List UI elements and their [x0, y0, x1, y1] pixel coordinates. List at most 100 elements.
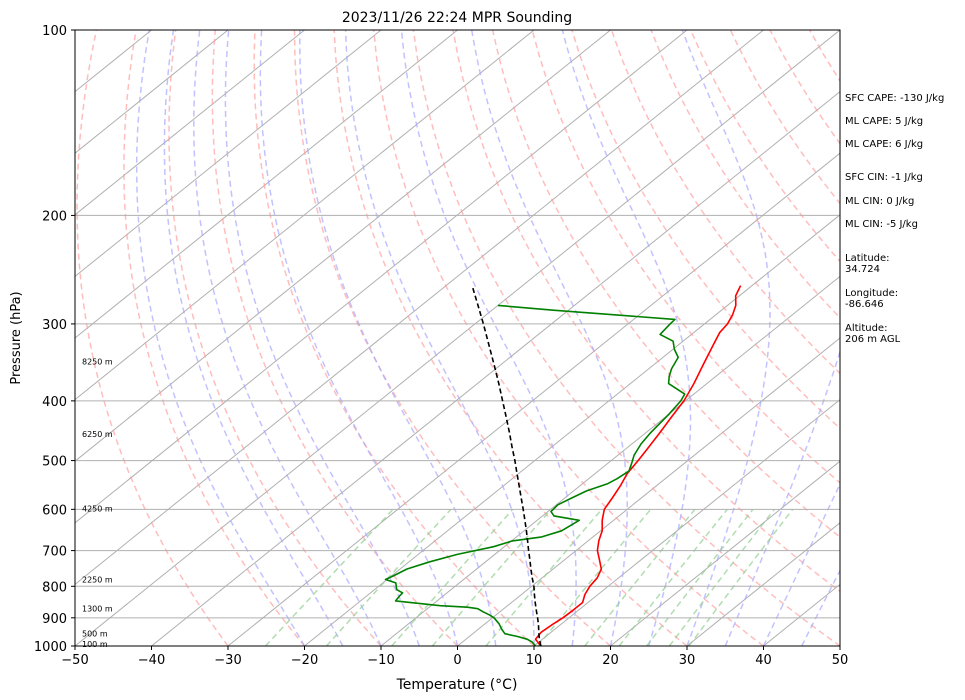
height-label: 100 m [82, 640, 108, 649]
isobar-grid [75, 30, 840, 646]
mixing-ratio-line [391, 508, 514, 646]
dry-adiabat-line [610, 30, 840, 375]
x-tick-label: 50 [832, 653, 849, 668]
isotherm-line [227, 152, 840, 646]
sounding-traces [384, 285, 742, 646]
isotherm-line [75, 30, 458, 339]
moist-adiabat-line [135, 30, 306, 646]
moist-adiabat-line [400, 30, 577, 646]
y-tick-label: 800 [42, 580, 67, 595]
isotherm-line [75, 30, 840, 646]
y-tick-label: 1000 [34, 640, 67, 655]
height-label: 2250 m [82, 576, 113, 585]
height-label: 500 m [82, 630, 108, 639]
isotherm-line [610, 460, 840, 646]
x-tick-label: 30 [679, 653, 696, 668]
x-tick-label: −10 [367, 653, 394, 668]
y-tick-label: 900 [42, 612, 67, 627]
x-tick-label: −40 [138, 653, 165, 668]
moist-adiabat-line [163, 30, 344, 646]
height-label: 6250 m [82, 430, 113, 439]
dry-adiabat-line [412, 30, 840, 646]
sfc-cin-readout: SFC CIN: -1 J/kg [845, 172, 923, 183]
height-label: 8250 m [82, 357, 113, 366]
x-tick-label: 40 [755, 653, 772, 668]
moist-adiabat-line [224, 30, 421, 646]
y-tick-label: 700 [42, 545, 67, 560]
moist-adiabat-line [193, 30, 382, 646]
x-tick-label: 10 [526, 653, 543, 668]
mixing-ratio-line [688, 508, 794, 646]
dry-adiabat-line [690, 30, 840, 263]
sfc-cape-readout: SFC CAPE: -130 J/kg [845, 93, 945, 104]
y-tick-label: 300 [42, 318, 67, 333]
dry-adiabat-line [211, 30, 459, 646]
isotherm-line [75, 30, 305, 216]
mixing-ratio-line [537, 508, 652, 646]
y-axis-ticks: 1000 900 800 700 600 500 400 300 200 100 [34, 24, 75, 655]
mixing-ratio-line [584, 508, 696, 646]
isotherm-line [380, 275, 840, 646]
chart-title: 2023/11/26 22:24 MPR Sounding [342, 10, 572, 26]
isotherm-line [457, 337, 840, 646]
y-axis-label: Pressure (hPa) [9, 291, 24, 384]
dry-adiabat-line [333, 30, 688, 646]
dry-adiabat-line [293, 30, 611, 646]
dry-adiabat-line [123, 30, 306, 646]
isotherm-line [75, 30, 611, 462]
dry-adiabat-line [372, 30, 764, 646]
background-reference-lines [75, 30, 965, 646]
sounding-series-0 [534, 285, 742, 646]
isotherm-line [75, 30, 382, 278]
y-tick-label: 500 [42, 455, 67, 470]
isotherm-line [75, 30, 688, 524]
moist-adiabat-line [561, 30, 692, 646]
ml-cape-readout-2: ML CAPE: 6 J/kg [845, 139, 924, 150]
isotherm-line [75, 30, 764, 586]
isotherm-line [151, 90, 840, 646]
moist-adiabat-line [681, 30, 771, 646]
x-tick-label: −50 [61, 653, 88, 668]
isotherm-line [533, 398, 840, 646]
dry-adiabat-line [168, 30, 382, 646]
y-tick-label: 100 [42, 24, 67, 39]
isotherm-line [75, 30, 229, 154]
moist-adiabat-line [344, 30, 535, 646]
isotherm-line [686, 522, 840, 646]
mixing-ratio-line [431, 508, 552, 646]
ml-cin-readout: ML CIN: 0 J/kg [845, 196, 915, 207]
mixing-ratio-line [485, 508, 603, 646]
sounding-series-2 [471, 285, 542, 646]
height-label: 1300 m [82, 605, 113, 614]
x-axis-label: Temperature (°C) [396, 677, 518, 693]
dry-adiabat-line [253, 30, 535, 646]
x-tick-label: −30 [214, 653, 241, 668]
mixing-ratio-line [668, 508, 775, 646]
isotherm-line [304, 214, 840, 646]
latitude-readout: Latitude: 34.724 [845, 253, 890, 275]
ml-cape-readout: ML CAPE: 5 J/kg [845, 116, 924, 127]
moist-adiabat-line [259, 30, 459, 646]
ml-cin-readout-2: ML CIN: -5 J/kg [845, 219, 918, 230]
y-tick-label: 400 [42, 395, 67, 410]
dry-adiabat-line [650, 30, 840, 319]
y-tick-label: 600 [42, 503, 67, 518]
x-tick-label: 20 [602, 653, 619, 668]
moist-adiabat-line [299, 30, 497, 646]
sounding-series-1 [384, 304, 686, 646]
x-tick-label: 0 [453, 653, 461, 668]
dry-adiabat-line [76, 30, 229, 646]
moist-adiabat-line [724, 30, 840, 646]
x-tick-label: −20 [291, 653, 318, 668]
longitude-readout: Longitude: -86.646 [845, 288, 899, 310]
dry-adiabat-line [571, 30, 840, 430]
x-axis-ticks: −50 −40 −30 −20 −10 0 10 20 30 40 50 [61, 646, 848, 668]
y-tick-label: 200 [42, 209, 67, 224]
dry-adiabat-line [929, 30, 965, 646]
isotherm-line [75, 30, 535, 401]
height-label: 4250 m [82, 504, 113, 513]
dry-adiabat-line [452, 30, 840, 593]
altitude-readout: Altitude: 206 m AGL [845, 323, 901, 345]
